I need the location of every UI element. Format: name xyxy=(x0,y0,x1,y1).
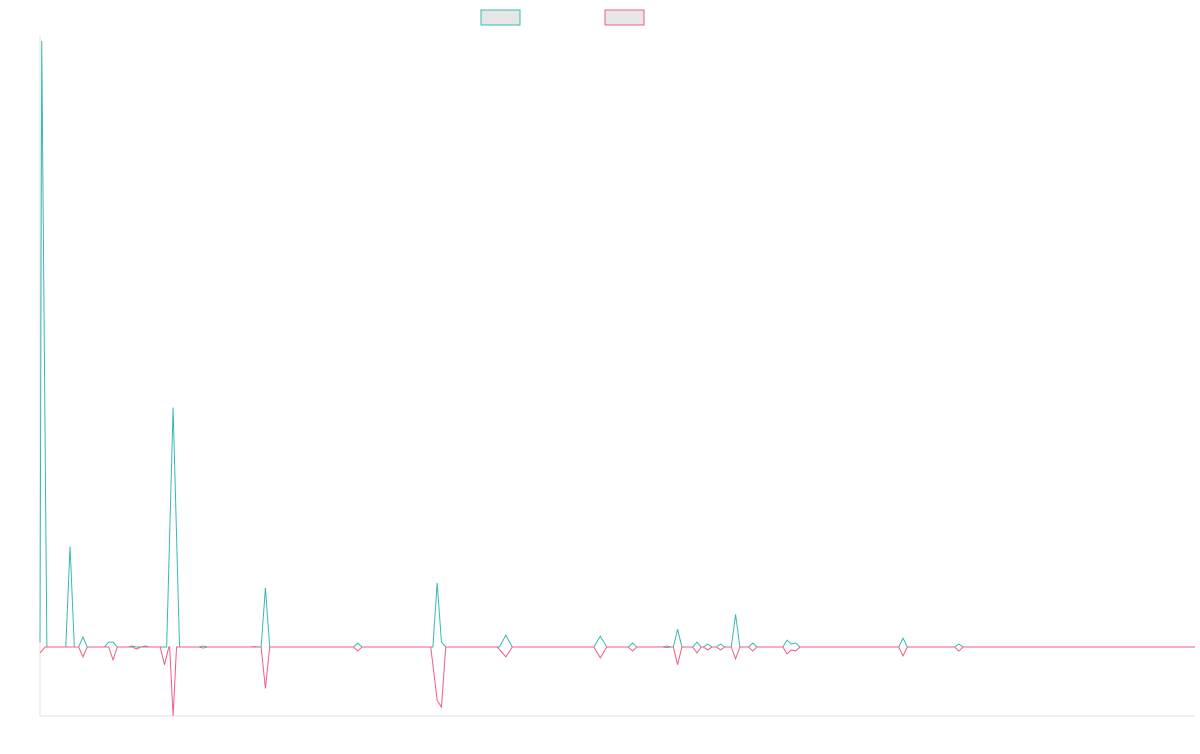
legend-swatch-2[interactable] xyxy=(604,9,645,26)
legend-swatch-1[interactable] xyxy=(480,9,521,26)
series-layer xyxy=(39,40,1195,717)
series-line-1 xyxy=(39,40,1195,648)
series-line-2 xyxy=(39,646,1195,717)
legend xyxy=(480,9,645,26)
